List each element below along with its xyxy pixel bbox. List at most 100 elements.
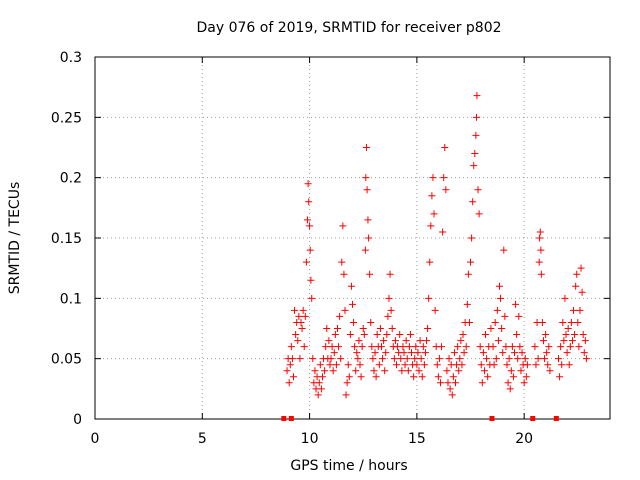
data-point: [382, 349, 390, 357]
data-point: [286, 361, 294, 369]
data-point: [456, 355, 464, 363]
data-point: [379, 355, 387, 363]
data-point: [458, 361, 466, 369]
data-point: [352, 367, 360, 375]
data-point: [570, 306, 578, 314]
data-point: [355, 337, 363, 345]
data-point: [367, 318, 375, 326]
data-point: [307, 276, 315, 284]
data-point: [541, 355, 549, 363]
data-point: [420, 361, 428, 369]
data-point: [445, 355, 453, 363]
data-point: [581, 337, 589, 345]
data-point: [473, 113, 481, 121]
data-point: [556, 373, 564, 381]
data-point: [373, 331, 381, 339]
data-point: [415, 367, 423, 375]
data-point: [446, 385, 454, 393]
data-point: [342, 391, 350, 399]
data-point: [463, 300, 471, 308]
data-point: [538, 318, 546, 326]
y-tick-label: 0.25: [51, 110, 82, 126]
y-tick-label: 0.15: [51, 231, 82, 247]
data-point: [387, 306, 395, 314]
data-point: [332, 361, 340, 369]
data-point: [402, 337, 410, 345]
data-point: [429, 174, 437, 182]
data-point: [439, 228, 447, 236]
data-point: [362, 174, 370, 182]
data-point: [302, 258, 310, 266]
data-point: [498, 325, 506, 332]
x-tick-label: 15: [408, 431, 426, 447]
data-point: [575, 343, 583, 351]
data-point: [388, 325, 396, 332]
data-point: [507, 367, 515, 375]
data-point: [537, 246, 545, 254]
data-point: [308, 294, 316, 302]
data-point: [580, 349, 588, 357]
data-point: [484, 373, 492, 381]
data-point: [306, 246, 314, 254]
data-point: [448, 391, 456, 399]
data-point: [335, 343, 343, 351]
data-point: [314, 391, 322, 399]
data-point: [305, 198, 313, 206]
data-point: [386, 270, 394, 278]
data-point: [500, 246, 508, 254]
x-tick-label: 5: [198, 431, 207, 447]
gap-marker: [489, 416, 495, 421]
data-point: [329, 367, 337, 375]
data-point: [562, 331, 570, 339]
y-tick-label: 0.3: [60, 50, 82, 66]
data-point: [288, 355, 296, 363]
data-point: [576, 306, 584, 314]
data-point: [403, 355, 411, 363]
data-point: [339, 222, 347, 230]
data-point: [291, 306, 299, 314]
data-point: [300, 343, 308, 351]
data-point: [522, 373, 530, 381]
data-point: [294, 337, 302, 345]
data-point: [452, 379, 459, 387]
data-point: [328, 343, 336, 351]
data-point: [560, 337, 568, 345]
data-point: [431, 306, 439, 314]
data-point: [298, 325, 306, 332]
x-tick-label: 0: [91, 431, 100, 447]
data-point: [536, 234, 544, 242]
data-point: [506, 385, 514, 393]
data-point: [366, 270, 374, 278]
data-point: [582, 355, 590, 363]
data-point: [376, 325, 384, 332]
y-tick-labels: 0 0.05 0.1 0.15 0.2 0.25 0.3: [51, 50, 82, 428]
data-point: [306, 222, 314, 230]
data-point: [343, 379, 351, 387]
data-point: [555, 355, 562, 363]
data-point: [326, 361, 334, 369]
data-point: [477, 361, 485, 369]
data-point: [301, 312, 309, 320]
data-point: [472, 131, 480, 139]
x-axis-label: GPS time / hours: [290, 458, 407, 474]
data-point: [359, 325, 367, 332]
data-point: [330, 349, 338, 357]
data-point: [311, 367, 319, 375]
data-point: [514, 355, 522, 363]
data-point: [317, 385, 325, 393]
data-point: [340, 270, 348, 278]
data-point: [383, 331, 391, 339]
data-point: [292, 331, 300, 339]
data-point: [536, 228, 544, 236]
data-point: [400, 349, 408, 357]
data-point: [571, 331, 579, 339]
data-point: [501, 312, 509, 320]
data-point: [349, 300, 356, 308]
data-point: [283, 367, 291, 375]
data-point: [357, 373, 365, 381]
data-point: [347, 282, 355, 290]
data-point: [509, 373, 517, 381]
data-point: [572, 282, 580, 290]
y-axis-label: SRMTID / TECUs: [7, 182, 23, 295]
data-point: [322, 343, 330, 351]
